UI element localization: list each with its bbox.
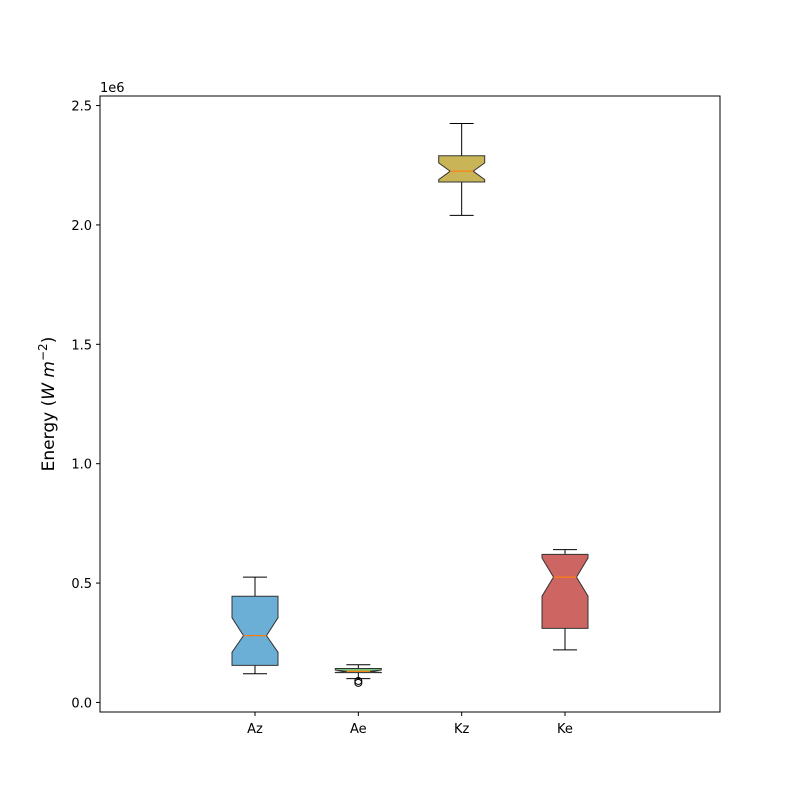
y-tick-label: 0.5 [71, 577, 92, 592]
y-tick-label: 2.5 [71, 100, 92, 115]
y-axis-label: Energy (W m−2) [36, 337, 59, 472]
box-ke [541, 549, 589, 651]
chart-marks [231, 122, 589, 687]
box-body [541, 553, 589, 629]
y-tick-label: 2.0 [71, 219, 92, 234]
y-tick-label: 1.5 [71, 338, 92, 353]
y-axis-label-text: Energy ( [39, 400, 59, 472]
box-body [231, 595, 279, 666]
y-axis-label-exponent: −2 [36, 343, 50, 361]
x-tick-label: Ae [350, 722, 367, 737]
y-axis-label-math: W m [39, 361, 59, 400]
y-tick-label: 0.0 [71, 696, 92, 711]
plot-area [100, 96, 720, 712]
axis-ticks: 0.0 0.5 1.0 1.5 2.0 2.5 Az Ae Kz Ke [71, 100, 573, 737]
y-tick-label: 1.0 [71, 458, 92, 473]
plot-frame [99, 95, 721, 713]
box-az [231, 576, 279, 675]
x-tick-label: Kz [454, 722, 470, 737]
box-ae [334, 664, 382, 687]
y-axis-offset-label: 1e6 [100, 81, 125, 96]
y-axis-label-close: ) [39, 337, 59, 344]
x-tick-label: Ke [557, 722, 573, 737]
x-tick-label: Az [247, 722, 263, 737]
box-body [438, 155, 486, 183]
outlier-point [354, 676, 363, 685]
box-kz [438, 122, 486, 216]
